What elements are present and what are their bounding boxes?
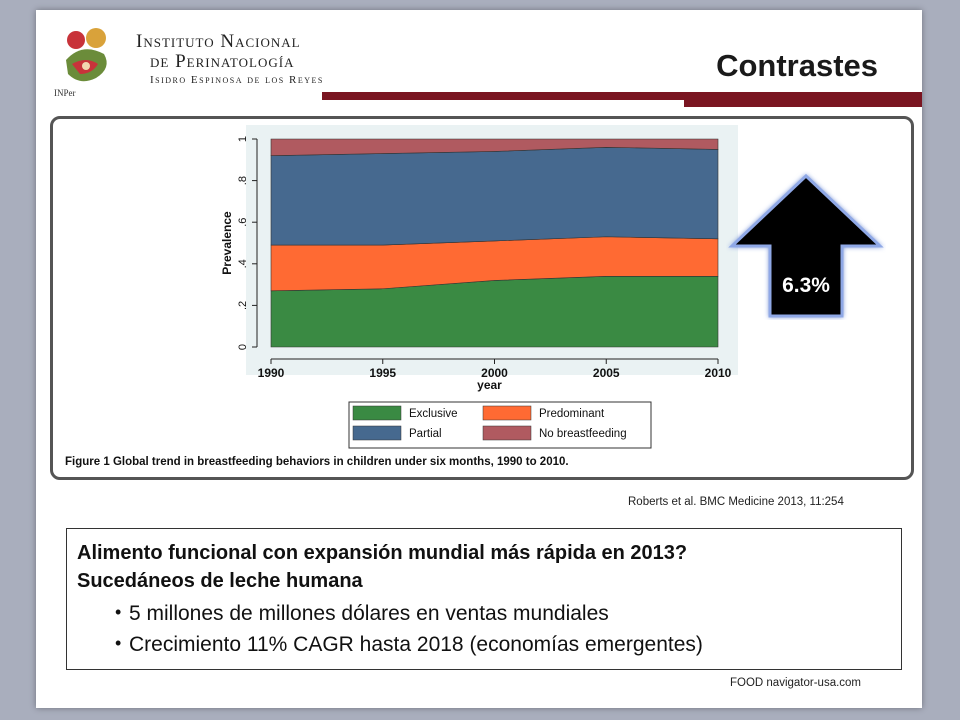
figure-caption: Figure 1 Global trend in breastfeeding b… [65, 456, 569, 468]
caption-label: Figure 1 [65, 456, 113, 468]
up-arrow-icon [728, 173, 884, 318]
y-tick-label: 0 [237, 344, 249, 350]
legend-swatch [352, 425, 402, 441]
textbox-heading2: Sucedáneos de leche humana [77, 570, 363, 592]
bullet-item: Crecimiento 11% CAGR hasta 2018 (economí… [115, 628, 901, 660]
y-axis-label: Prevalence [220, 211, 234, 275]
y-tick-label: 1 [237, 136, 249, 142]
arrow-label: 6.3% [782, 274, 830, 297]
textbox-bullets: 5 millones de millones dólares en ventas… [115, 597, 901, 660]
bullet-item: 5 millones de millones dólares en ventas… [115, 597, 901, 629]
x-tick-label: 2010 [705, 366, 732, 380]
x-tick-label: 2000 [481, 366, 508, 380]
figure-frame: 0 .2 .4 .6 .8 1 Prevalence 1990 1995 2000 2005 2010… [50, 116, 914, 480]
x-tick-label: 1990 [258, 366, 285, 380]
title-accent-bar-lower [684, 100, 922, 107]
title-accent-bar [322, 92, 922, 100]
page-title: Contrastes [716, 48, 878, 83]
textbox-heading1: Alimento funcional con expansión mundial… [77, 542, 688, 564]
slide: INPer Instituto Nacional de Perinatologí… [36, 10, 922, 708]
legend-swatch [482, 405, 532, 421]
institute-name: Instituto Nacional de Perinatología Isid… [136, 32, 324, 88]
x-tick-label: 2005 [593, 366, 620, 380]
y-tick-label: .4 [237, 259, 249, 268]
info-textbox: Alimento funcional con expansión mundial… [66, 528, 902, 670]
citation: Roberts et al. BMC Medicine 2013, 11:254 [628, 496, 844, 508]
institute-line2: de Perinatología [150, 51, 295, 72]
source-note: FOOD navigator-usa.com [730, 677, 862, 689]
institute-line1: Instituto Nacional [136, 31, 301, 52]
x-tick-label: 1995 [369, 366, 396, 380]
y-tick-label: .2 [237, 301, 249, 310]
institute-line3: Isidro Espinosa de los Reyes [150, 74, 324, 86]
legend-swatch [352, 405, 402, 421]
legend-entry: Exclusive [409, 408, 458, 420]
inper-logo: INPer [54, 28, 107, 98]
legend-entry: Predominant [539, 408, 605, 420]
caption-text: Global trend in breastfeeding behaviors … [113, 456, 569, 468]
x-axis-label: year [477, 378, 502, 392]
area-partial [270, 147, 719, 246]
logo-label: INPer [54, 88, 76, 98]
area-no-breastfeeding [270, 138, 719, 156]
increase-arrow: 6.3% [728, 173, 884, 318]
breastfeeding-chart: 0 .2 .4 .6 .8 1 Prevalence 1990 1995 2000 2005 2010… [65, 125, 738, 468]
y-tick-label: .8 [237, 176, 249, 185]
y-tick-label: .6 [237, 218, 249, 227]
legend-swatch [482, 425, 532, 441]
legend-entry: No breastfeeding [539, 428, 627, 440]
legend-entry: Partial [409, 428, 442, 440]
